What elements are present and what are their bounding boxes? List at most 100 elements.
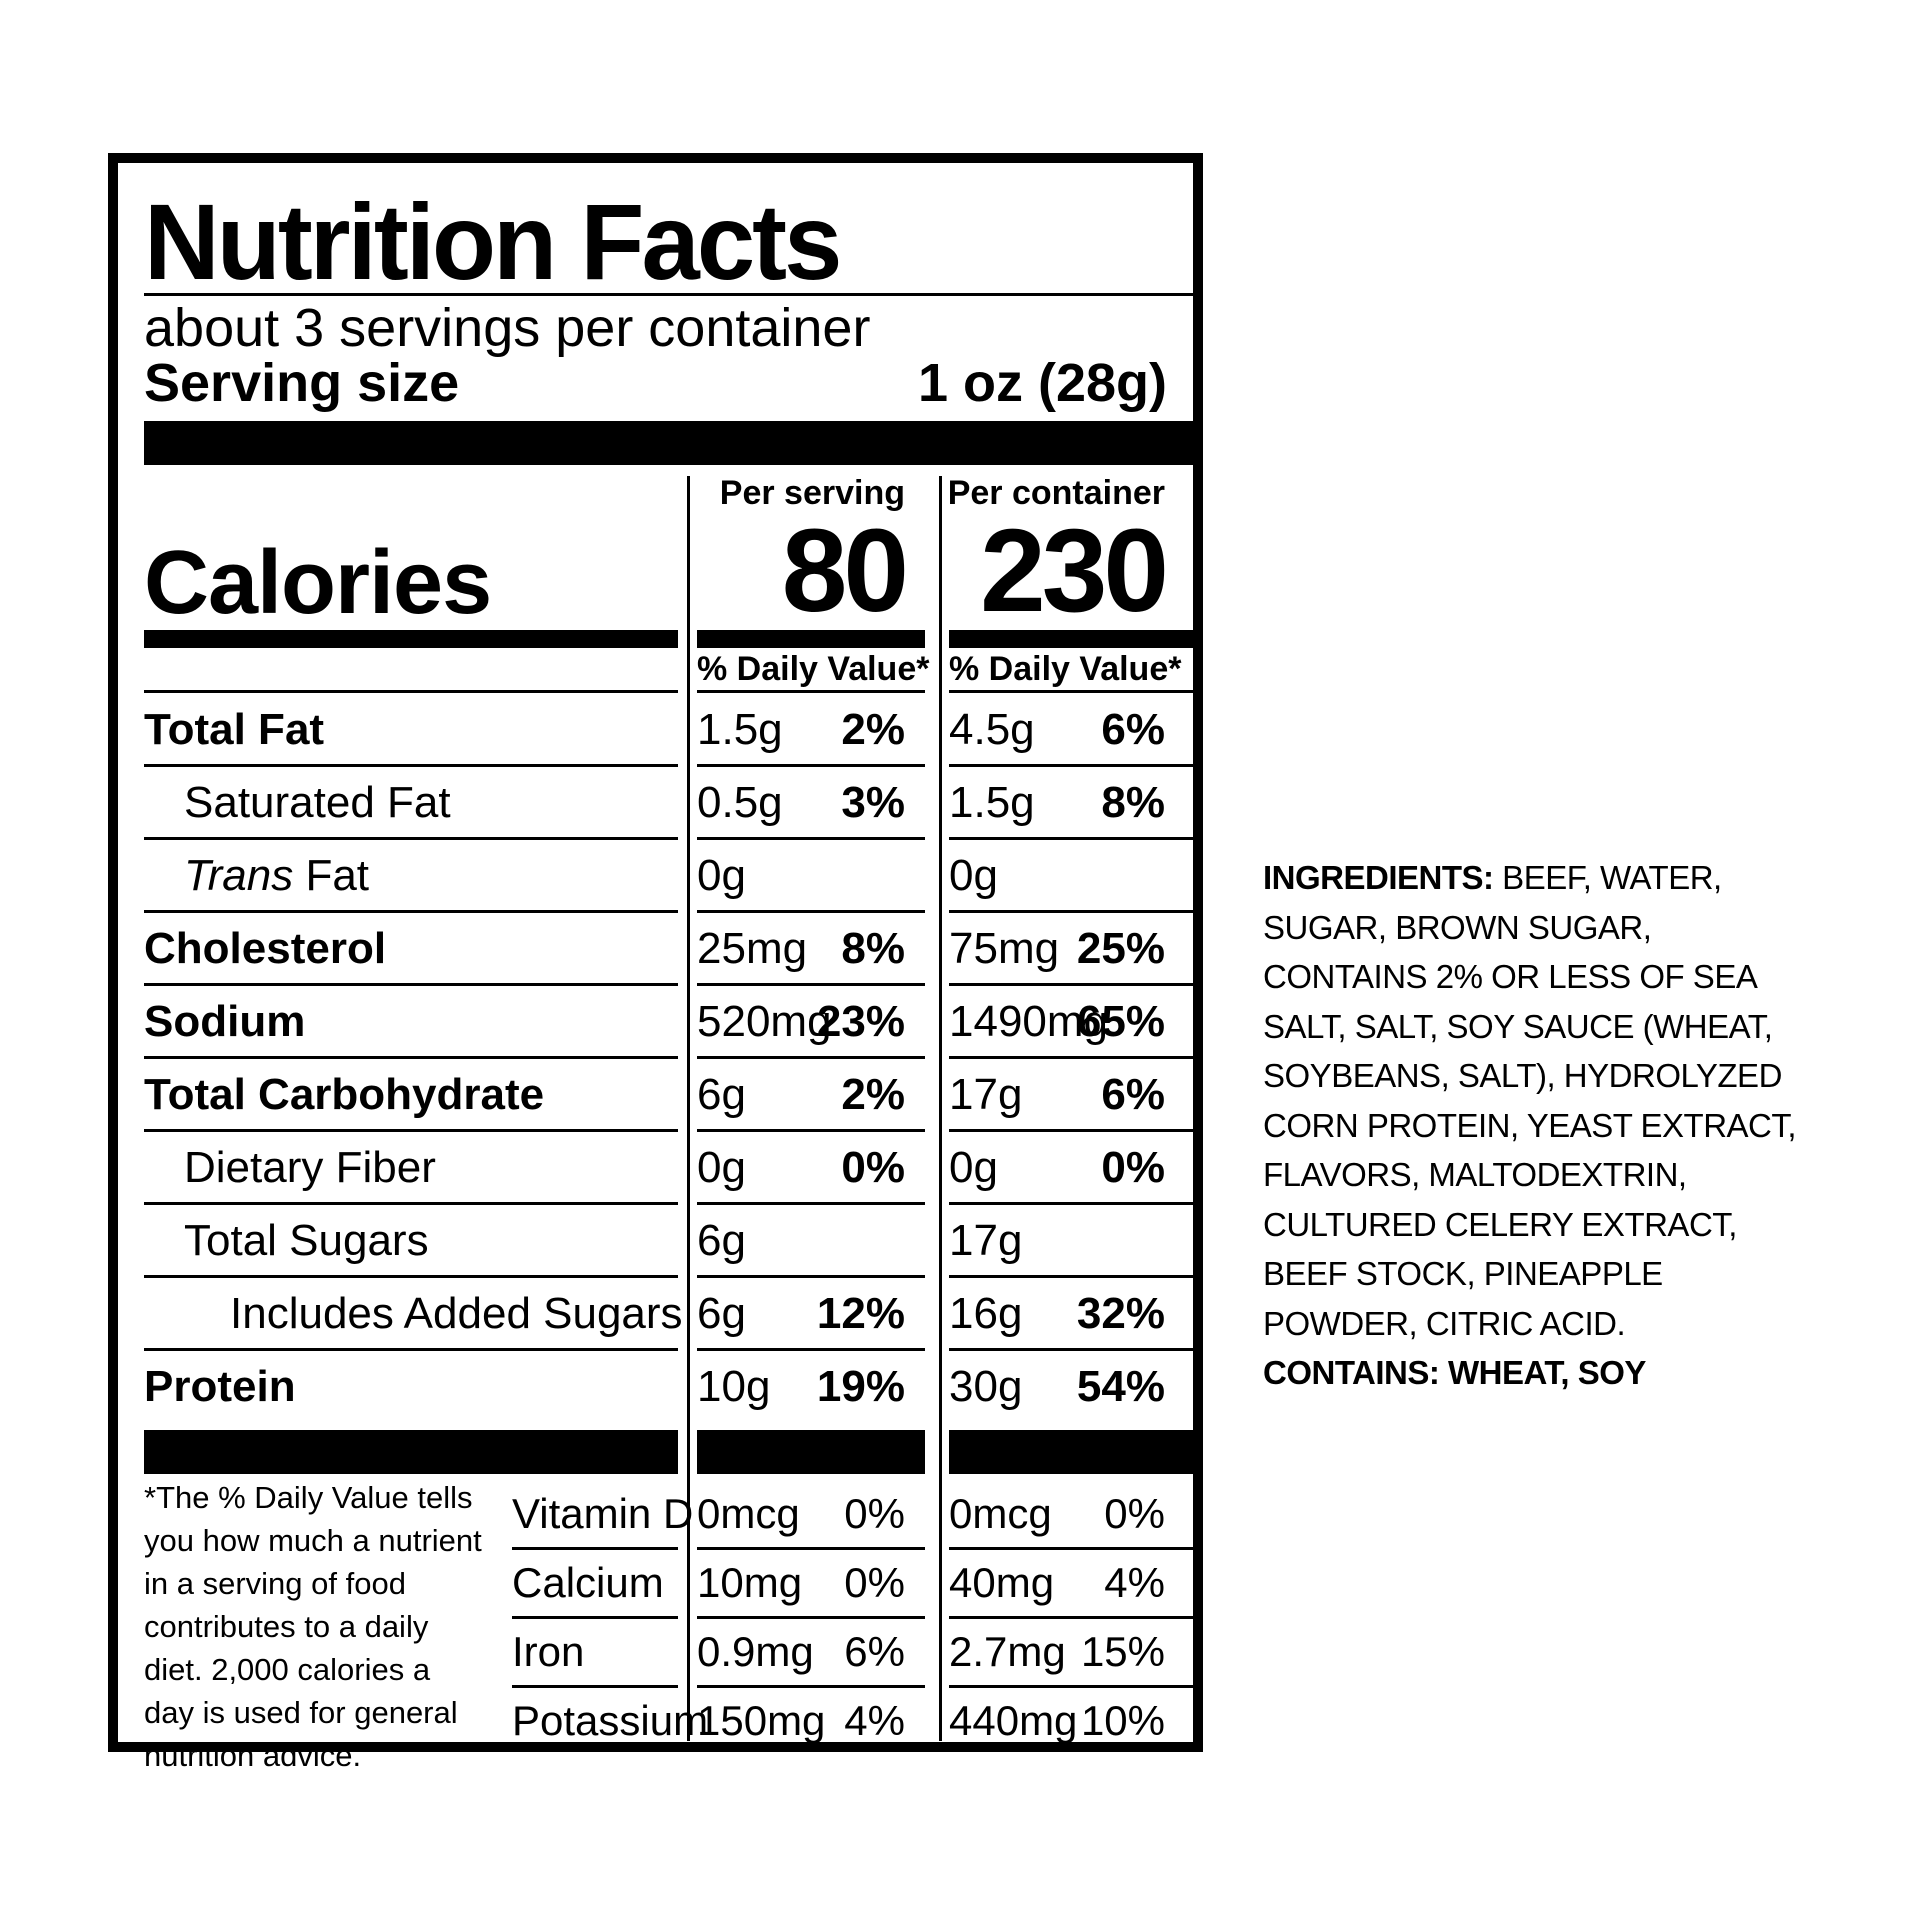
container-amount: 0g — [949, 1143, 998, 1192]
container-daily-value: 6% — [1101, 1070, 1165, 1119]
contains-allergens: CONTAINS: WHEAT, SOY — [1263, 1354, 1646, 1391]
vitamin-row-divider — [697, 1616, 925, 1619]
container-amount: 4.5g — [949, 705, 1035, 754]
nutrient-name: Protein — [144, 1362, 296, 1411]
thick-bar-calories-left — [144, 630, 678, 648]
serving-amount: 520mg — [697, 997, 832, 1046]
container-daily-value: 8% — [1101, 778, 1165, 827]
row-divider — [697, 1348, 925, 1351]
nutrient-name: Trans Fat — [184, 839, 369, 912]
row-divider — [949, 1202, 1194, 1205]
per-serving-header: Per serving — [719, 474, 905, 512]
row-divider — [697, 1129, 925, 1132]
nutrient-name-rest: Fat — [293, 851, 370, 900]
vitamin-serving-amount: 10mg — [697, 1559, 803, 1606]
row-divider — [144, 1348, 678, 1351]
vitamin-serving-amount: 150mg — [697, 1697, 826, 1744]
serving-size-label: Serving size — [144, 353, 460, 413]
row-divider — [949, 1129, 1194, 1132]
serving-amount: 0g — [697, 1143, 746, 1192]
row-divider — [949, 1348, 1194, 1351]
vitamin-container-amount: 2.7mg — [949, 1628, 1066, 1675]
vitamin-container-daily-value: 4% — [1104, 1559, 1165, 1606]
vitamin-name: Iron — [512, 1628, 585, 1675]
vitamin-container-daily-value: 0% — [1104, 1490, 1165, 1537]
serving-daily-value: 3% — [841, 778, 905, 827]
servings-per-container: about 3 servings per container — [144, 298, 871, 358]
vitamin-serving-amount: 0.9mg — [697, 1628, 814, 1675]
calories-label: Calories — [144, 533, 492, 633]
nutrient-name: Total Carbohydrate — [144, 1070, 545, 1119]
divider-dv-left — [144, 690, 678, 693]
dv-header-serving: % Daily Value* — [697, 650, 930, 688]
vitamin-serving-daily-value: 0% — [844, 1559, 905, 1606]
row-divider — [697, 910, 925, 913]
container-amount: 16g — [949, 1289, 1023, 1338]
serving-amount: 10g — [697, 1362, 771, 1411]
vitamin-container-daily-value: 15% — [1080, 1628, 1165, 1675]
row-divider — [144, 1129, 678, 1132]
serving-daily-value: 8% — [841, 924, 905, 973]
per-container-header: Per container — [947, 474, 1165, 512]
row-divider — [697, 1056, 925, 1059]
calories-per-container: 230 — [980, 505, 1169, 637]
vitamin-row-divider — [512, 1547, 678, 1550]
thick-bar-bottom-left — [144, 1430, 678, 1474]
vitamin-container-amount: 440mg — [949, 1697, 1078, 1744]
row-divider — [697, 1275, 925, 1278]
container-amount: 30g — [949, 1362, 1023, 1411]
serving-daily-value: 23% — [816, 997, 905, 1046]
vitamin-row-divider — [512, 1685, 678, 1688]
row-divider — [144, 910, 678, 913]
vitamin-serving-amount: 0mcg — [697, 1490, 800, 1537]
serving-amount: 6g — [697, 1216, 746, 1265]
serving-daily-value: 19% — [816, 1362, 905, 1411]
nutrient-name: Dietary Fiber — [184, 1143, 436, 1192]
row-divider — [144, 1202, 678, 1205]
vitamin-name: Potassium — [512, 1697, 709, 1744]
row-divider — [144, 983, 678, 986]
serving-daily-value: 0% — [841, 1143, 905, 1192]
vitamin-container-daily-value: 10% — [1080, 1697, 1165, 1744]
row-divider — [949, 837, 1194, 840]
divider-dv-container — [949, 690, 1194, 693]
container-daily-value: 25% — [1076, 924, 1165, 973]
dv-header-container: % Daily Value* — [949, 650, 1182, 688]
thick-bar-calories-serving — [697, 630, 925, 648]
vitamin-name: Calcium — [512, 1559, 664, 1606]
serving-amount: 25mg — [697, 924, 808, 973]
row-divider — [144, 1056, 678, 1059]
serving-amount: 6g — [697, 1070, 746, 1119]
nutrient-name: Cholesterol — [144, 924, 387, 973]
vitamin-row-divider — [949, 1547, 1194, 1550]
vitamin-name: Vitamin D — [512, 1490, 694, 1537]
calories-per-serving: 80 — [781, 505, 909, 637]
container-amount: 1.5g — [949, 778, 1035, 827]
nutrition-facts-label: Nutrition Facts about 3 servings per con… — [108, 153, 1203, 1773]
container-daily-value: 0% — [1101, 1143, 1165, 1192]
container-amount: 75mg — [949, 924, 1060, 973]
vitamin-row-divider — [697, 1547, 925, 1550]
row-divider — [697, 1202, 925, 1205]
ingredients-text: BEEF, WATER, SUGAR, BROWN SUGAR, CONTAIN… — [1263, 859, 1797, 1342]
serving-daily-value: 2% — [841, 1070, 905, 1119]
label-title: Nutrition Facts — [144, 181, 842, 302]
vitamin-serving-daily-value: 6% — [844, 1628, 905, 1675]
daily-value-footnote: *The % Daily Value tells you how much a … — [144, 1476, 484, 1777]
serving-daily-value: 2% — [841, 705, 905, 754]
container-daily-value: 65% — [1076, 997, 1165, 1046]
row-divider — [144, 1275, 678, 1278]
container-amount: 17g — [949, 1216, 1023, 1265]
vitamin-row-divider — [949, 1616, 1194, 1619]
nutrient-name: Saturated Fat — [184, 778, 451, 827]
container-daily-value: 32% — [1076, 1289, 1165, 1338]
column-divider-serving — [687, 476, 690, 1741]
serving-daily-value: 12% — [816, 1289, 905, 1338]
row-divider — [949, 983, 1194, 986]
nutrient-name-italic: Trans — [184, 851, 294, 900]
container-daily-value: 54% — [1076, 1362, 1165, 1411]
row-divider — [697, 764, 925, 767]
thick-bar-bottom-container — [949, 1430, 1194, 1474]
row-divider — [949, 764, 1194, 767]
serving-size-value: 1 oz (28g) — [917, 353, 1167, 413]
